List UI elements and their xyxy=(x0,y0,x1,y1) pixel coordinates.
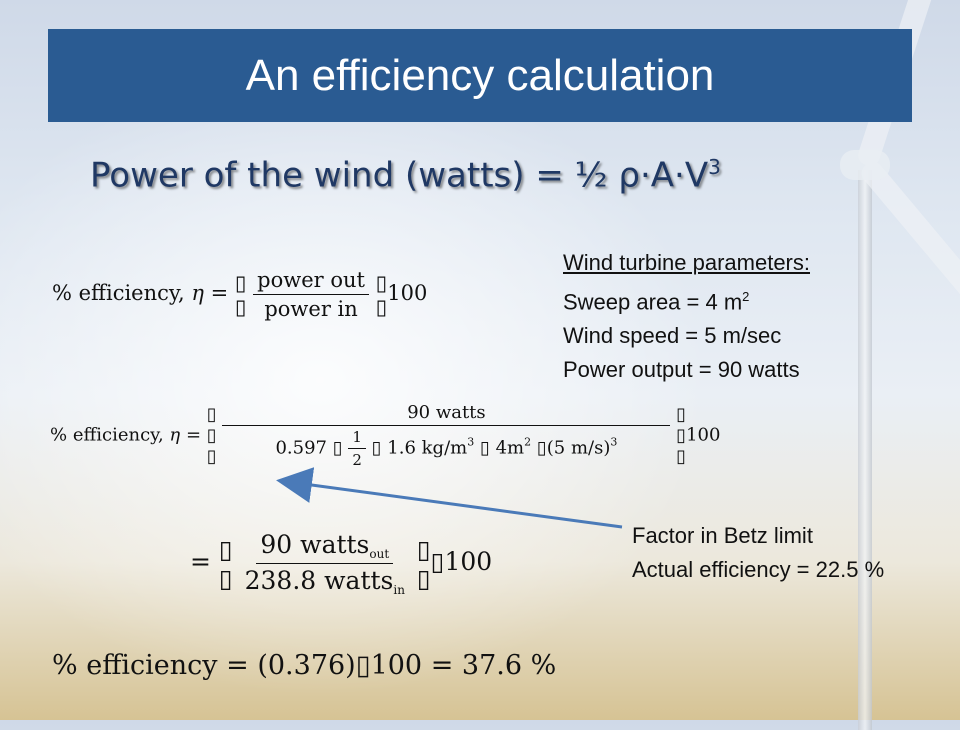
efficiency-simplified-equation: = ▯ ▯ 90 wattsout 238.8 wattsin ▯ ▯ ▯100 xyxy=(190,530,492,597)
title-bar: An efficiency calculation xyxy=(48,29,912,122)
slide-title: An efficiency calculation xyxy=(245,50,715,100)
callout-line-1: Factor in Betz limit xyxy=(632,523,813,548)
eq2-fraction: 90 watts 0.597 ▯ 1 2 ▯ 1.6 kg/m3 ▯ 4m2 ▯… xyxy=(222,402,671,469)
eq4-expression: = (0.376) xyxy=(226,650,356,681)
eq3-times: 100 xyxy=(444,547,493,576)
eq3-fraction: 90 wattsout 238.8 wattsin xyxy=(241,530,409,597)
eq1-equals: = xyxy=(210,281,229,305)
efficiency-result-equation: % efficiency = (0.376)▯100 = 37.6 % xyxy=(52,650,556,681)
eq2-area: 4m xyxy=(495,437,525,459)
arrow-line xyxy=(276,467,623,529)
eq3-equals: = xyxy=(190,547,211,576)
callout-line-2: Actual efficiency = 22.5 % xyxy=(632,557,885,582)
efficiency-definition-equation: % efficiency, η = ▯ ▯ power out power in … xyxy=(52,268,427,321)
eq1-fraction: power out power in xyxy=(253,268,369,321)
eq2-betz: 0.597 xyxy=(275,437,327,459)
eq1-eta: η xyxy=(191,281,204,305)
betz-callout: Factor in Betz limit Actual efficiency =… xyxy=(632,519,884,587)
eq4-lhs: % efficiency xyxy=(52,650,218,681)
turbine-parameters: Wind turbine parameters: Sweep area = 4 … xyxy=(563,246,810,387)
wind-turbine-tower xyxy=(858,170,872,730)
missing-glyph-icon: ▯ xyxy=(536,437,547,459)
param-sweep-area: Sweep area = 4 m2 xyxy=(563,289,750,315)
missing-glyph-icon: ▯ ▯ xyxy=(218,534,233,593)
wind-power-formula: Power of the wind (watts) = ½ ρ·A·V3 xyxy=(90,155,721,195)
eq2-lhs: % efficiency, xyxy=(50,424,164,446)
eq1-numerator: power out xyxy=(253,268,369,295)
missing-glyph-icon: ▯ ▯ ▯ xyxy=(206,404,217,467)
eq3-numerator: 90 wattsout xyxy=(256,530,394,564)
missing-glyph-icon: ▯ ▯ xyxy=(416,534,431,593)
missing-glyph-icon: ▯ xyxy=(479,437,490,459)
missing-glyph-icon: ▯ xyxy=(355,650,371,681)
eq1-denominator: power in xyxy=(264,297,358,321)
eq4-result: = 37.6 % xyxy=(430,650,557,681)
missing-glyph-icon: ▯ ▯ ▯ xyxy=(676,404,687,467)
wind-power-exponent: 3 xyxy=(708,155,721,179)
eq2-half: 1 2 xyxy=(348,428,366,469)
eq2-times: 100 xyxy=(686,424,721,446)
eq2-density: 1.6 kg/m xyxy=(387,437,468,459)
eq2-equals: = xyxy=(185,424,202,446)
wind-turbine-hub xyxy=(840,150,890,180)
parameters-heading: Wind turbine parameters: xyxy=(563,250,810,275)
param-power-output: Power output = 90 watts xyxy=(563,357,800,383)
eq2-numerator: 90 watts xyxy=(222,402,671,426)
missing-glyph-icon: ▯ xyxy=(332,437,343,459)
missing-glyph-icon: ▯ xyxy=(371,437,382,459)
eq4-times: 100 xyxy=(370,650,423,681)
missing-glyph-icon: ▯ ▯ xyxy=(234,270,247,319)
wind-power-formula-text: Power of the wind (watts) = ½ ρ·A·V xyxy=(90,155,709,196)
eq1-times: 100 xyxy=(387,281,428,305)
missing-glyph-icon: ▯ xyxy=(430,547,445,576)
eq1-lhs: % efficiency, xyxy=(52,281,185,305)
eq2-eta: η xyxy=(169,424,181,446)
efficiency-substituted-equation: % efficiency, η = ▯ ▯ ▯ 90 watts 0.597 ▯ 1… xyxy=(50,402,720,469)
eq2-denominator: 0.597 ▯ 1 2 ▯ 1.6 kg/m3 ▯ 4m2 ▯(5 m/s)3 xyxy=(275,428,618,469)
eq3-denominator: 238.8 wattsin xyxy=(244,566,405,597)
param-wind-speed: Wind speed = 5 m/sec xyxy=(563,323,782,349)
missing-glyph-icon: ▯ ▯ xyxy=(375,270,388,319)
eq2-velocity: (5 m/s) xyxy=(546,437,611,459)
